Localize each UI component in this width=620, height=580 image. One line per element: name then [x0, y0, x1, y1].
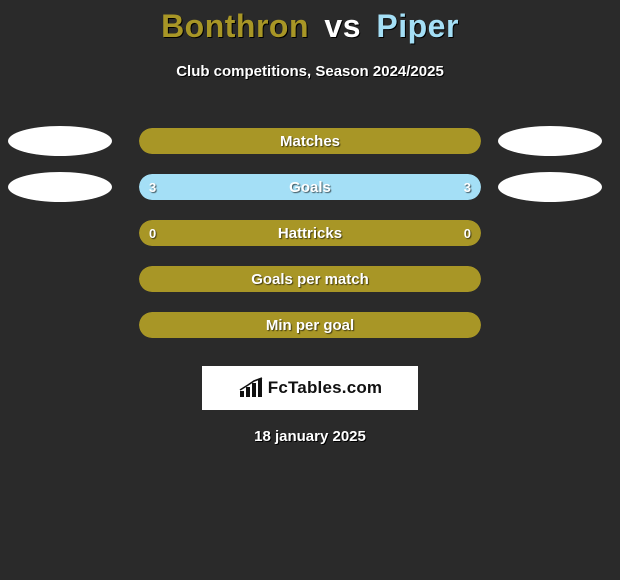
branding-text: FcTables.com	[268, 378, 383, 398]
bar-fill-left	[139, 220, 310, 246]
stat-bar: Matches	[139, 128, 481, 154]
player1-name: Bonthron	[161, 8, 309, 44]
bar-fill-right	[310, 174, 481, 200]
stat-value-right: 0	[464, 220, 471, 246]
stat-row: Matches	[0, 118, 620, 164]
stat-row: Goals33	[0, 164, 620, 210]
stat-row: Hattricks00	[0, 210, 620, 256]
stat-row: Min per goal	[0, 302, 620, 348]
date-text: 18 january 2025	[0, 428, 620, 445]
player1-marker	[8, 126, 112, 156]
stats-stage: MatchesGoals33Hattricks00Goals per match…	[0, 118, 620, 348]
stat-value-left: 3	[149, 174, 156, 200]
stat-bar: Min per goal	[139, 312, 481, 338]
player2-name: Piper	[376, 8, 459, 44]
bar-fill-left	[139, 266, 310, 292]
player2-marker	[498, 126, 602, 156]
bar-fill-right	[310, 266, 481, 292]
bar-fill-right	[310, 128, 481, 154]
stat-bar: Goals per match	[139, 266, 481, 292]
stat-value-left: 0	[149, 220, 156, 246]
bar-chart-icon	[238, 377, 264, 399]
stat-value-right: 3	[464, 174, 471, 200]
comparison-title: Bonthron vs Piper	[0, 0, 620, 45]
player2-marker	[498, 172, 602, 202]
stat-bar: Hattricks00	[139, 220, 481, 246]
vs-text: vs	[324, 8, 361, 44]
stat-bar: Goals33	[139, 174, 481, 200]
bar-fill-left	[139, 174, 310, 200]
subtitle: Club competitions, Season 2024/2025	[0, 63, 620, 80]
branding-badge: FcTables.com	[202, 366, 418, 410]
player1-marker	[8, 172, 112, 202]
stat-row: Goals per match	[0, 256, 620, 302]
bar-fill-right	[310, 220, 481, 246]
bar-fill-left	[139, 312, 310, 338]
bar-fill-left	[139, 128, 310, 154]
bar-fill-right	[310, 312, 481, 338]
